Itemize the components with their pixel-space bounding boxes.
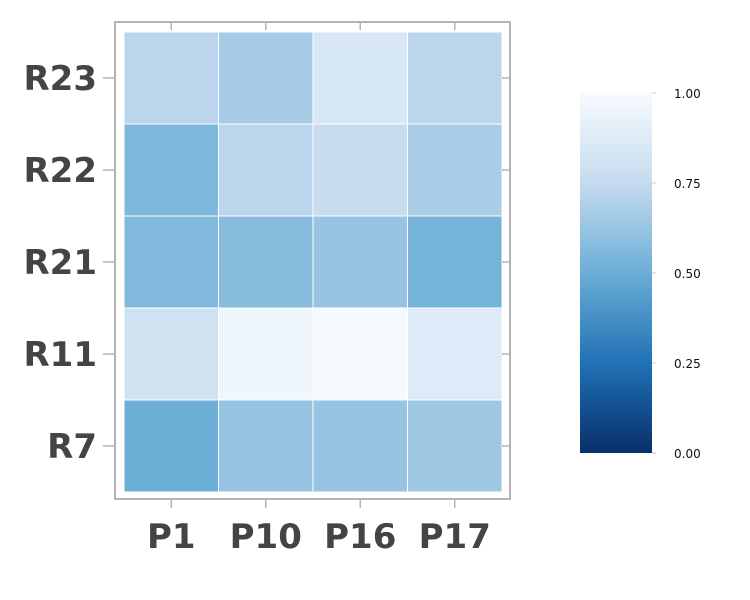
colorbar-tick-label: 0.50 — [674, 267, 701, 281]
heatmap-cell-r23-p10 — [218, 31, 314, 125]
x-tick-label: P10 — [230, 517, 302, 557]
heatmap-cell-r21-p10 — [218, 215, 314, 309]
heatmap-cell-r21-p1 — [123, 215, 219, 309]
heatmap-cell-r11-p16 — [312, 307, 408, 401]
heatmap-cell-r11-p1 — [123, 307, 219, 401]
y-tick-label: R21 — [24, 243, 98, 283]
x-axis: P1 P10 P16 P17 — [147, 22, 491, 557]
heatmap-cell-r22-p1 — [123, 123, 219, 217]
heatmap-cell-r7-p16 — [312, 399, 408, 493]
colorbar: 0.00 0.25 0.50 0.75 1.00 — [580, 87, 701, 461]
heatmap-cell-r23-p16 — [312, 31, 408, 125]
heatmap-cell-r7-p10 — [218, 399, 314, 493]
y-tick-label: R7 — [47, 427, 97, 467]
heatmap-cell-r22-p16 — [312, 123, 408, 217]
colorbar-gradient — [580, 93, 652, 453]
heatmap-cell-r11-p17 — [407, 307, 503, 401]
heatmap-cell-r22-p17 — [407, 123, 503, 217]
x-tick-label: P17 — [419, 517, 491, 557]
colorbar-ticks: 0.00 0.25 0.50 0.75 1.00 — [652, 87, 701, 461]
colorbar-tick-label: 0.00 — [674, 447, 701, 461]
colorbar-tick-label: 0.25 — [674, 357, 701, 371]
heatmap-cell-r23-p1 — [123, 31, 219, 125]
colorbar-tick-label: 0.75 — [674, 177, 701, 191]
heatmap-cells — [123, 31, 503, 493]
x-tick-label: P16 — [324, 517, 396, 557]
heatmap-cell-r7-p17 — [407, 399, 503, 493]
heatmap-cell-r23-p17 — [407, 31, 503, 125]
y-tick-label: R22 — [24, 151, 98, 191]
heatmap-cell-r7-p1 — [123, 399, 219, 493]
colorbar-tick-label: 1.00 — [674, 87, 701, 101]
heatmap-cell-r22-p10 — [218, 123, 314, 217]
x-tick-label: P1 — [147, 517, 196, 557]
heatmap-cell-r21-p17 — [407, 215, 503, 309]
y-tick-label: R11 — [24, 335, 98, 375]
heatmap-cell-r11-p10 — [218, 307, 314, 401]
y-tick-label: R23 — [24, 59, 98, 99]
y-axis: R23 R22 R21 R11 R7 — [24, 59, 510, 467]
heatmap-cell-r21-p16 — [312, 215, 408, 309]
